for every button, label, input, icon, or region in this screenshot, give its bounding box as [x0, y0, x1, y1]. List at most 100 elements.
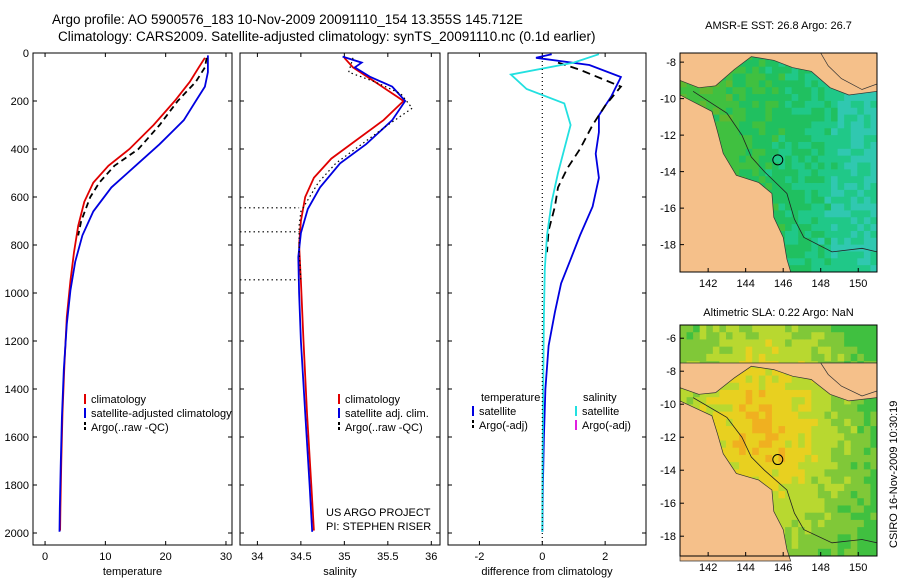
heatmap-cell [732, 353, 740, 362]
heatmap-cell [771, 73, 779, 81]
heatmap-cell [706, 389, 714, 398]
heatmap-cell [732, 148, 740, 157]
heatmap-cell [863, 100, 871, 109]
heatmap-cell [739, 121, 747, 129]
x-axis-label: difference from climatology [481, 566, 613, 578]
heatmap-cell [732, 411, 740, 420]
heatmap-cell [857, 469, 865, 477]
heatmap-cell [870, 217, 878, 225]
heatmap-cell [804, 476, 812, 485]
heatmap-cell [785, 237, 793, 246]
heatmap-cell [804, 141, 812, 150]
heatmap-cell [752, 368, 760, 376]
heatmap-cell [732, 462, 740, 470]
heatmap-cell [758, 141, 766, 150]
heatmap-cell [837, 162, 845, 170]
heatmap-cell [752, 440, 760, 449]
heatmap-cell [870, 135, 878, 143]
heatmap-cell [758, 169, 766, 177]
heatmap-cell [863, 162, 871, 170]
heatmap-cell [798, 433, 806, 441]
x-tick-label: 0 [42, 551, 48, 563]
heatmap-cell [798, 155, 806, 163]
heatmap-cell [857, 94, 865, 102]
x-tick-label: 2 [602, 551, 608, 563]
heatmap-cell [811, 237, 819, 246]
heatmap-cell [758, 87, 766, 95]
heatmap-cell [758, 135, 766, 143]
heatmap-cell [686, 353, 694, 362]
heatmap-cell [817, 155, 825, 163]
heatmap-cell [771, 498, 779, 506]
heatmap-cell [791, 440, 799, 449]
heatmap-cell [725, 114, 733, 122]
heatmap-cell [824, 148, 832, 157]
heatmap-cell [844, 265, 852, 273]
heatmap-cell [811, 169, 819, 177]
heatmap-cell [680, 346, 687, 355]
heatmap-cell [752, 121, 760, 129]
heatmap-cell [785, 210, 793, 218]
heatmap-cell [745, 462, 753, 470]
heatmap-cell [863, 447, 871, 456]
heatmap-cell [725, 353, 733, 362]
x-tick-label: 34.5 [290, 551, 311, 563]
heatmap-cell [804, 237, 812, 246]
y-tick-label: -10 [660, 399, 676, 411]
heatmap-cell [863, 176, 871, 184]
heatmap-cell [739, 135, 747, 143]
heatmap-cell [870, 258, 878, 266]
heatmap-cell [798, 196, 806, 204]
heatmap-cell [699, 353, 707, 362]
heatmap-cell [863, 534, 871, 542]
heatmap-cell [771, 454, 779, 463]
heatmap-cell [831, 418, 838, 427]
heatmap-cell [778, 389, 786, 398]
heatmap-cell [863, 512, 871, 521]
heatmap-cell [824, 183, 832, 191]
heatmap-cell [863, 217, 871, 225]
heatmap-cell [765, 169, 773, 177]
heatmap-cell [831, 114, 838, 122]
heatmap-cell [785, 162, 793, 170]
heatmap-cell [850, 176, 858, 184]
heatmap-cell [844, 183, 852, 191]
y-tick-label: -16 [660, 498, 676, 510]
heatmap-cell [844, 433, 852, 441]
heatmap-cell [680, 353, 687, 362]
heatmap-cell [804, 491, 812, 499]
heatmap-cell [804, 217, 812, 225]
heatmap-cell [758, 447, 766, 456]
heatmap-cell [712, 353, 720, 362]
heatmap-cell [752, 107, 760, 115]
heatmap-cell [837, 237, 845, 246]
heatmap-cell [758, 59, 766, 68]
heatmap-cell [831, 87, 838, 95]
heatmap-cell [725, 447, 733, 456]
heatmap-cell [732, 397, 740, 405]
heatmap-cell [778, 155, 786, 163]
heatmap-cell [765, 440, 773, 449]
heatmap-cell [844, 534, 852, 542]
heatmap-cell [778, 382, 786, 391]
heatmap-cell [785, 66, 793, 74]
heatmap-cell [863, 196, 871, 204]
heatmap-cell [791, 389, 799, 398]
heatmap-cell [771, 100, 779, 109]
heatmap-cell [752, 155, 760, 163]
heatmap-cell [870, 397, 878, 405]
heatmap-cell [831, 469, 838, 477]
heatmap-cell [712, 339, 720, 348]
heatmap-cell [791, 462, 799, 470]
heatmap-cell [811, 189, 819, 198]
heatmap-cell [778, 203, 786, 211]
heatmap-cell [863, 454, 871, 463]
heatmap-cell [857, 203, 865, 211]
heatmap-cell [778, 353, 786, 362]
heatmap-cell [804, 183, 812, 191]
heatmap-cell [745, 155, 753, 163]
heatmap-cell [765, 462, 773, 470]
heatmap-cell [817, 210, 825, 218]
heatmap-cell [831, 447, 838, 456]
heatmap-cell [752, 339, 760, 348]
